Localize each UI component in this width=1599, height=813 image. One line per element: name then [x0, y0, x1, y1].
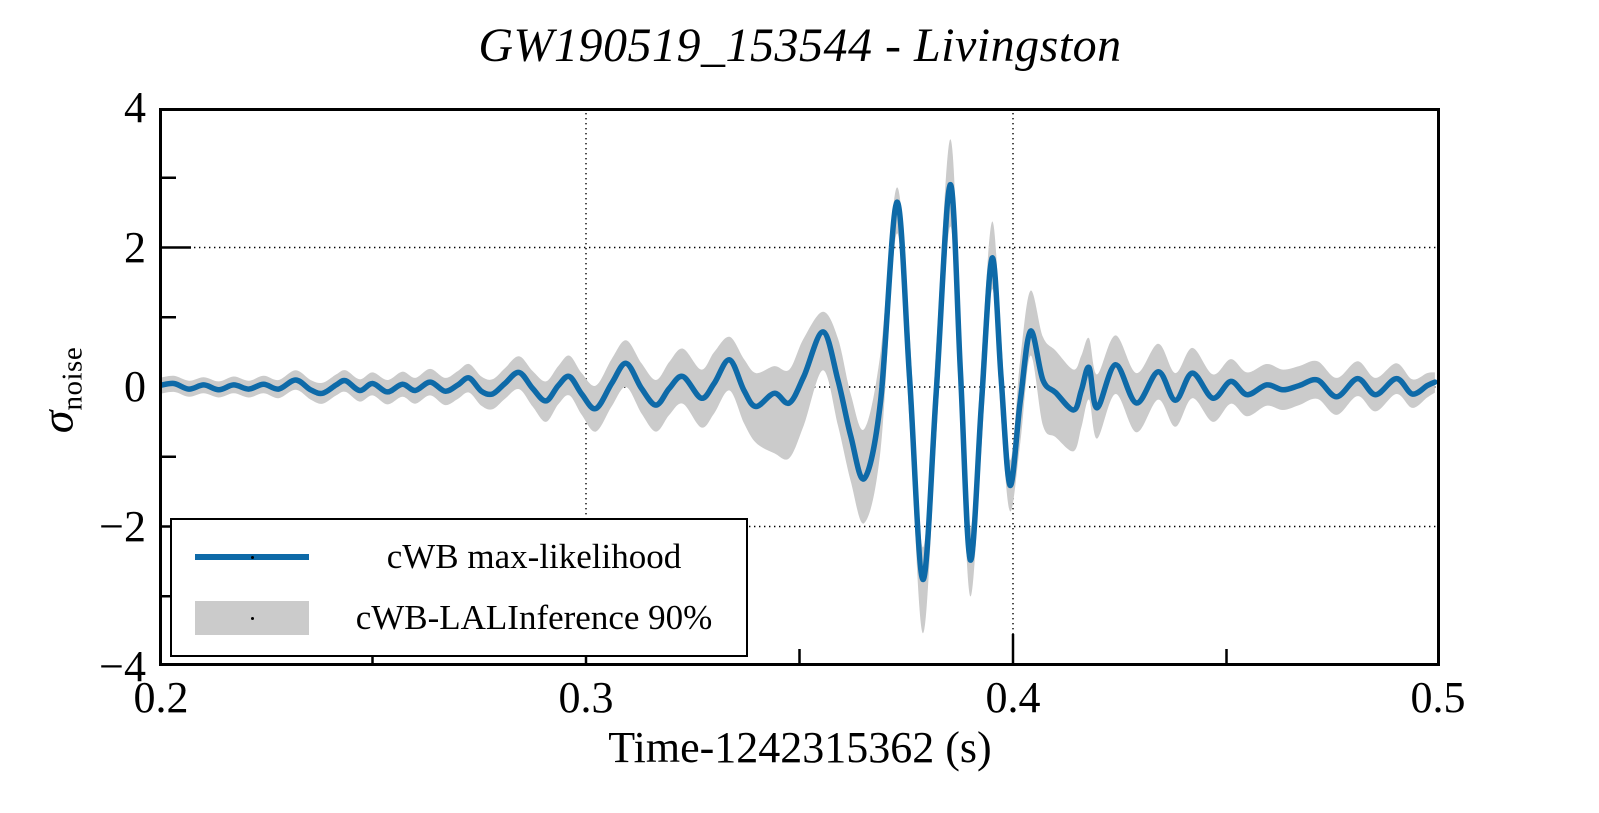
y-tick-label-4: 4: [124, 83, 146, 132]
y-axis-title: σnoise: [31, 347, 90, 433]
legend-label-band: cWB-LALInference 90%: [355, 598, 713, 638]
legend-box: cWB max-likelihood cWB-LALInference 90%: [170, 518, 748, 657]
legend-swatch-cell: [172, 601, 332, 636]
band-swatch-icon: [195, 601, 309, 636]
plot-area: [159, 108, 1440, 666]
legend-entry-line: cWB max-likelihood: [172, 529, 746, 585]
chart-title: GW190519_153544 - Livingston: [478, 19, 1122, 72]
legend-label-line: cWB max-likelihood: [386, 536, 682, 576]
legend-marker-dot: [251, 555, 254, 559]
legend-swatch-cell: [172, 553, 332, 560]
sigma-subscript: noise: [56, 346, 89, 411]
waveform-line: [159, 181, 1438, 583]
line-swatch-icon: [195, 553, 309, 560]
x-tick-label-0p2: 0.2: [133, 673, 189, 722]
y-tick-label-neg4: −4: [99, 642, 146, 691]
legend-marker-dot: [251, 617, 254, 621]
sigma-symbol: σ: [31, 410, 83, 434]
x-tick-label-0p5: 0.5: [1410, 673, 1466, 722]
y-tick-label-0: 0: [124, 362, 146, 411]
x-tick-label-0p3: 0.3: [558, 673, 614, 722]
legend-entry-band: cWB-LALInference 90%: [172, 590, 746, 646]
x-axis-title: Time-1242315362 (s): [608, 723, 992, 772]
y-tick-label-2: 2: [124, 223, 146, 272]
plot-frame: [159, 108, 1440, 666]
y-tick-label-neg2: −2: [99, 502, 146, 551]
x-tick-label-0p4: 0.4: [985, 673, 1041, 722]
